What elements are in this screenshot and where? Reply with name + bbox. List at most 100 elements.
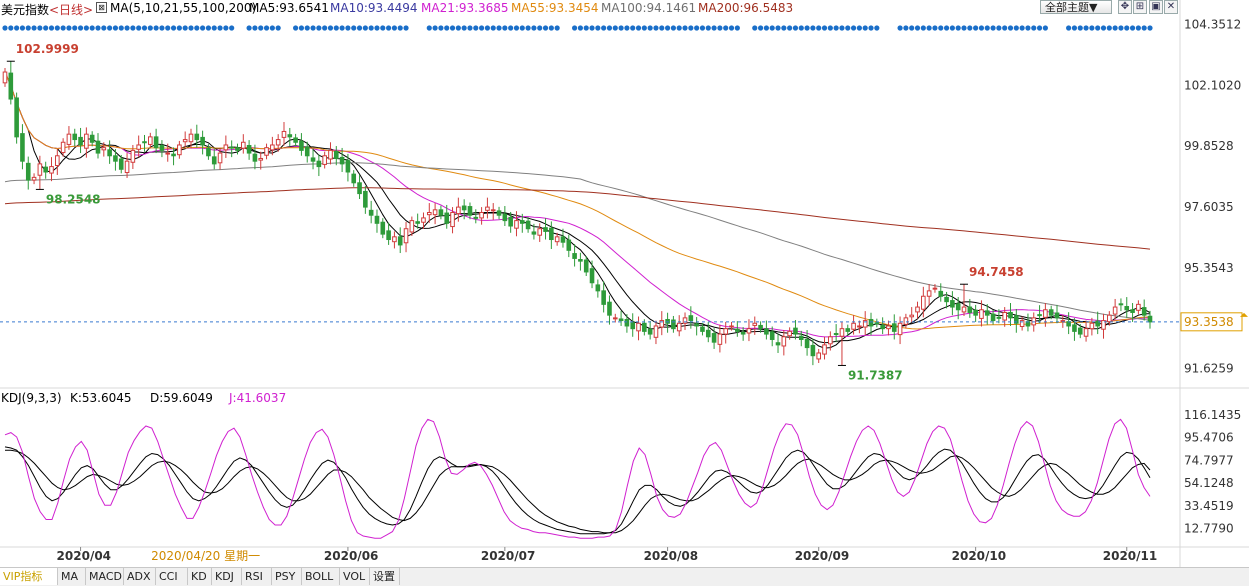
event-dot bbox=[850, 25, 857, 31]
candle-body bbox=[990, 313, 996, 322]
candle-body bbox=[397, 236, 403, 246]
candle-body bbox=[950, 300, 955, 308]
candle-body bbox=[55, 155, 60, 167]
candle-body bbox=[804, 338, 810, 349]
grid-icon[interactable]: ⊞ bbox=[1133, 0, 1147, 14]
tab-rsi[interactable]: RSI bbox=[242, 568, 272, 585]
event-dot bbox=[1066, 25, 1072, 31]
candle-body bbox=[549, 227, 554, 241]
event-dot bbox=[1118, 25, 1124, 31]
candle-body bbox=[275, 139, 281, 146]
candle-body bbox=[43, 166, 48, 173]
date-tick-label: 2020/06 bbox=[324, 549, 378, 563]
event-dot bbox=[89, 25, 95, 31]
tab-kd[interactable]: KD bbox=[188, 568, 212, 585]
candle-body bbox=[735, 328, 740, 332]
event-dot bbox=[763, 25, 769, 31]
candle-body bbox=[374, 215, 380, 224]
event-dot bbox=[874, 25, 880, 31]
event-dot bbox=[316, 25, 322, 31]
close-icon[interactable]: ✕ bbox=[1164, 0, 1178, 14]
candle-body bbox=[554, 236, 560, 243]
candle-body bbox=[630, 322, 636, 330]
candle-body bbox=[973, 309, 978, 316]
kdj-tick-label: 12.7790 bbox=[1184, 522, 1234, 536]
event-dot bbox=[345, 25, 351, 31]
period-label[interactable]: <日线> bbox=[49, 3, 94, 17]
candle-body bbox=[49, 166, 54, 174]
zoom-fit-icon[interactable]: ✥ bbox=[1118, 0, 1132, 14]
event-dot bbox=[676, 25, 682, 31]
candle-body bbox=[955, 303, 961, 311]
candle-body bbox=[368, 209, 374, 216]
k-line bbox=[4, 446, 1151, 535]
event-dot bbox=[478, 25, 485, 31]
event-dot bbox=[455, 25, 461, 31]
event-dot bbox=[1077, 25, 1083, 31]
window-icon[interactable]: ▣ bbox=[1149, 0, 1163, 14]
candle-body bbox=[130, 149, 136, 163]
j-line bbox=[4, 418, 1151, 539]
ma-settings-icon[interactable]: ⊠ bbox=[96, 2, 107, 13]
event-dot bbox=[118, 25, 124, 31]
chart-area[interactable]: 104.3512 102.1020 99.8528 97.6035 95.3543 93.… bbox=[0, 0, 1249, 567]
candle-body bbox=[857, 325, 862, 328]
candle-body bbox=[101, 147, 107, 151]
candle-body bbox=[1083, 328, 1089, 337]
event-dot bbox=[973, 25, 979, 31]
candle-body bbox=[717, 333, 723, 345]
ma55-value: MA55:93.3454 bbox=[511, 1, 599, 15]
candle-body bbox=[1054, 312, 1060, 319]
event-dot bbox=[211, 25, 217, 31]
candle-body bbox=[95, 140, 101, 154]
candle-body bbox=[525, 220, 531, 230]
candle-body bbox=[171, 153, 176, 157]
tab-adx[interactable]: ADX bbox=[124, 568, 156, 585]
event-dot bbox=[438, 25, 444, 31]
event-dot bbox=[1141, 25, 1147, 31]
candle-body bbox=[322, 155, 327, 165]
candle-body bbox=[880, 324, 885, 330]
date-tick-label: 2020/11 bbox=[1103, 549, 1157, 563]
ma200-value: MA200:96.5483 bbox=[698, 1, 794, 15]
tab-macd[interactable]: MACD bbox=[86, 568, 124, 585]
candle-body bbox=[438, 209, 444, 216]
tab-vol[interactable]: VOL bbox=[340, 568, 370, 585]
candle-body bbox=[612, 317, 618, 320]
event-dot bbox=[147, 25, 153, 31]
event-dot bbox=[293, 25, 299, 31]
tab-psy[interactable]: PSY bbox=[272, 568, 302, 585]
tab-boll[interactable]: BOLL bbox=[302, 568, 340, 585]
event-dot bbox=[653, 25, 659, 31]
event-dot bbox=[77, 25, 84, 31]
candle-body bbox=[159, 145, 165, 151]
candle-body bbox=[496, 210, 502, 216]
d-line bbox=[5, 449, 1151, 534]
candle-body bbox=[862, 320, 868, 328]
tab-settings[interactable]: 设置 bbox=[370, 568, 400, 585]
tab-ma[interactable]: MA bbox=[58, 568, 86, 585]
candle-body bbox=[299, 140, 304, 151]
event-dot bbox=[298, 25, 305, 31]
event-dot bbox=[362, 25, 368, 31]
event-dot bbox=[107, 25, 113, 31]
tab-vip[interactable]: VIP指标 bbox=[0, 568, 58, 585]
candle-body bbox=[769, 331, 775, 340]
candle-body bbox=[252, 153, 258, 162]
candle-body bbox=[1077, 327, 1083, 335]
candle-body bbox=[787, 330, 792, 337]
candle-body bbox=[793, 327, 798, 335]
candle-body bbox=[66, 133, 72, 145]
candle-body bbox=[874, 322, 880, 325]
event-dot bbox=[525, 25, 531, 31]
candle-body bbox=[1136, 303, 1141, 311]
ma100-value: MA100:94.1461 bbox=[601, 1, 697, 15]
candle-body bbox=[671, 319, 676, 330]
candle-body bbox=[816, 352, 822, 360]
event-dot bbox=[2, 25, 8, 31]
tab-kdj[interactable]: KDJ bbox=[212, 568, 242, 585]
candle-body bbox=[264, 147, 269, 156]
theme-dropdown[interactable]: 全部主题▼ bbox=[1040, 0, 1112, 14]
tab-cci[interactable]: CCI bbox=[156, 568, 188, 585]
event-dot bbox=[461, 25, 467, 31]
